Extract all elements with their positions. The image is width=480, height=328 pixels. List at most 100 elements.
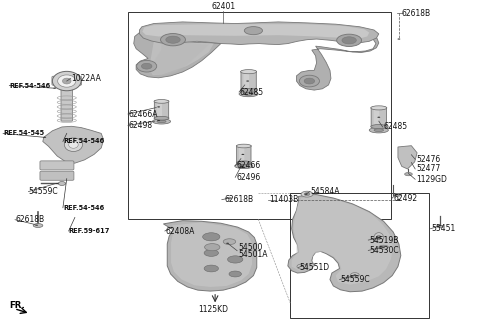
Ellipse shape	[377, 117, 380, 118]
Ellipse shape	[69, 141, 78, 148]
Ellipse shape	[350, 273, 359, 277]
Ellipse shape	[377, 237, 380, 238]
Ellipse shape	[369, 127, 388, 133]
Text: 55451: 55451	[432, 224, 456, 233]
Ellipse shape	[397, 199, 400, 200]
Ellipse shape	[240, 88, 257, 92]
Ellipse shape	[56, 183, 59, 184]
Ellipse shape	[382, 247, 385, 248]
Ellipse shape	[437, 225, 443, 228]
Polygon shape	[163, 221, 257, 291]
Ellipse shape	[166, 36, 180, 43]
Ellipse shape	[305, 194, 308, 195]
Text: 54530C: 54530C	[369, 246, 399, 255]
Text: 1125KD: 1125KD	[199, 305, 228, 314]
Ellipse shape	[62, 78, 71, 84]
Text: 62466: 62466	[236, 161, 261, 170]
Ellipse shape	[371, 125, 387, 129]
Text: REF.54-546: REF.54-546	[9, 83, 50, 89]
Text: REF.54-545: REF.54-545	[3, 131, 44, 136]
Polygon shape	[143, 24, 369, 39]
Ellipse shape	[223, 239, 236, 245]
Ellipse shape	[241, 154, 244, 155]
Text: REF.54-546: REF.54-546	[63, 138, 104, 145]
Text: 62466A: 62466A	[129, 110, 158, 118]
Ellipse shape	[300, 75, 320, 87]
Ellipse shape	[33, 224, 43, 227]
Ellipse shape	[137, 60, 157, 72]
Ellipse shape	[157, 120, 160, 121]
Ellipse shape	[395, 193, 401, 196]
FancyBboxPatch shape	[243, 72, 249, 91]
Bar	[290, 193, 429, 318]
Ellipse shape	[226, 243, 229, 244]
Ellipse shape	[35, 225, 38, 226]
Text: 62498: 62498	[129, 121, 153, 130]
Text: 52477: 52477	[416, 164, 440, 174]
Ellipse shape	[395, 194, 397, 195]
Ellipse shape	[229, 197, 232, 199]
Ellipse shape	[229, 271, 241, 277]
FancyBboxPatch shape	[239, 146, 244, 163]
Ellipse shape	[235, 163, 253, 169]
Ellipse shape	[157, 106, 160, 108]
Text: 54501A: 54501A	[238, 250, 267, 259]
FancyBboxPatch shape	[156, 101, 162, 118]
Text: 62408A: 62408A	[166, 227, 195, 236]
Polygon shape	[171, 222, 252, 287]
Ellipse shape	[236, 144, 252, 148]
Ellipse shape	[236, 161, 252, 165]
Polygon shape	[292, 195, 393, 285]
Ellipse shape	[58, 75, 76, 87]
Polygon shape	[140, 22, 379, 45]
Ellipse shape	[43, 137, 46, 138]
Ellipse shape	[374, 233, 384, 242]
Text: 52476: 52476	[416, 155, 440, 164]
Ellipse shape	[59, 182, 66, 185]
FancyBboxPatch shape	[237, 145, 251, 163]
Ellipse shape	[204, 250, 218, 256]
Polygon shape	[288, 194, 401, 292]
Ellipse shape	[157, 120, 166, 123]
Ellipse shape	[397, 38, 400, 40]
Ellipse shape	[342, 37, 356, 44]
Text: 54519B: 54519B	[369, 236, 398, 245]
Text: 54559C: 54559C	[340, 275, 370, 284]
Text: REF.59-617: REF.59-617	[69, 228, 110, 234]
Polygon shape	[149, 41, 214, 75]
Text: 11403B: 11403B	[269, 195, 298, 204]
Text: 1129GD: 1129GD	[416, 175, 447, 184]
Ellipse shape	[379, 245, 388, 249]
Text: 62496: 62496	[236, 173, 261, 182]
Ellipse shape	[203, 233, 220, 241]
Ellipse shape	[304, 78, 315, 84]
Ellipse shape	[204, 265, 218, 272]
Ellipse shape	[377, 235, 381, 240]
Ellipse shape	[439, 225, 442, 226]
Text: REF.54-546: REF.54-546	[63, 205, 104, 211]
FancyBboxPatch shape	[373, 108, 379, 127]
Polygon shape	[43, 126, 104, 163]
Text: 62492: 62492	[393, 194, 417, 202]
Text: 62618B: 62618B	[224, 195, 253, 204]
FancyBboxPatch shape	[61, 84, 72, 121]
Ellipse shape	[301, 265, 304, 266]
Text: 1022AA: 1022AA	[72, 74, 101, 83]
Ellipse shape	[154, 116, 169, 120]
Ellipse shape	[336, 34, 361, 47]
Bar	[128, 12, 391, 219]
FancyBboxPatch shape	[52, 76, 82, 85]
Ellipse shape	[154, 100, 169, 103]
Ellipse shape	[142, 63, 152, 69]
Ellipse shape	[301, 191, 313, 197]
Ellipse shape	[246, 80, 249, 82]
Ellipse shape	[160, 33, 185, 46]
Text: 54551D: 54551D	[300, 263, 329, 272]
FancyBboxPatch shape	[371, 107, 386, 127]
FancyBboxPatch shape	[40, 171, 74, 180]
Text: 62401: 62401	[211, 2, 235, 11]
Ellipse shape	[240, 165, 248, 167]
Text: 62618B: 62618B	[15, 215, 44, 224]
Ellipse shape	[241, 166, 244, 167]
Text: 62485: 62485	[384, 122, 408, 132]
